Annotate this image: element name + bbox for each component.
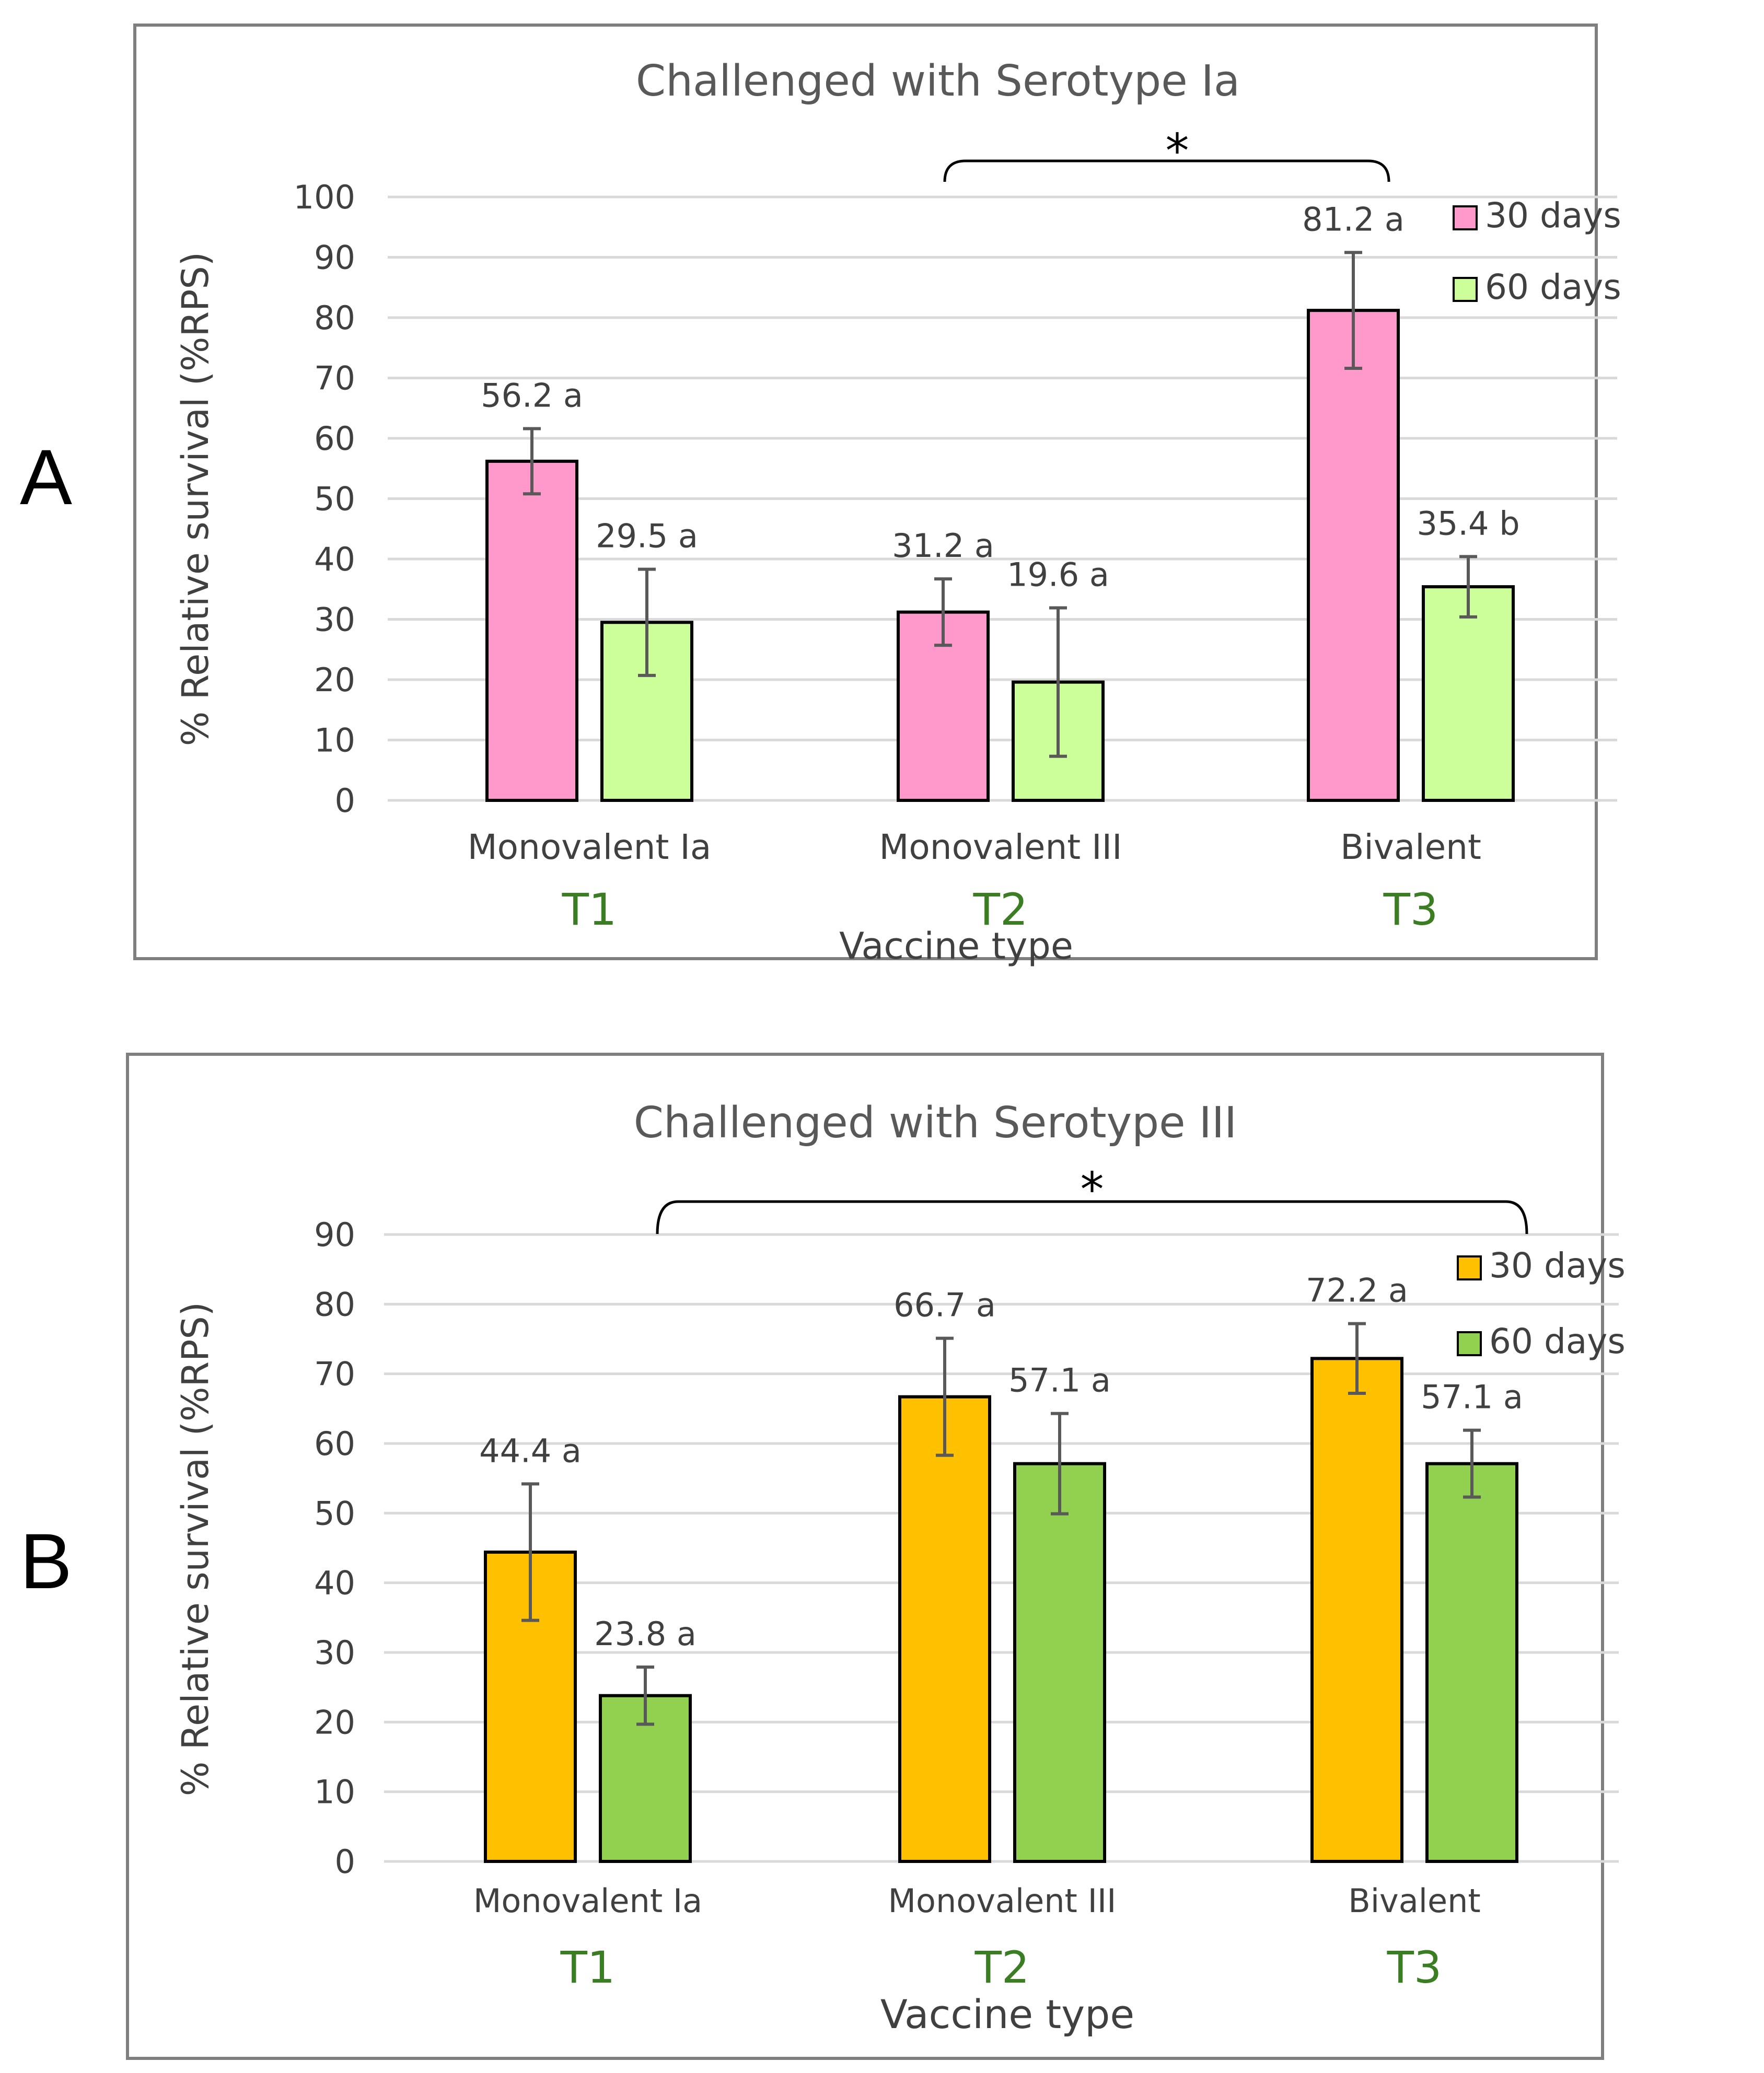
error-bar — [1051, 1412, 1069, 1516]
legend-label: 30 days — [1489, 1245, 1626, 1286]
category-label: Bivalent — [1348, 1882, 1480, 1920]
error-bar — [1344, 251, 1362, 370]
y-tick-label: 60 — [314, 420, 355, 458]
y-tick-label: 100 — [294, 178, 355, 216]
y-tick-label: 60 — [314, 1425, 355, 1463]
y-tick-label: 30 — [314, 1634, 355, 1672]
bar-60days-t2 — [1013, 1462, 1106, 1864]
y-axis-label: % Relative survival (%RPS) — [174, 252, 217, 746]
group-label: T2 — [973, 884, 1028, 935]
significance-star: * — [1166, 124, 1189, 179]
category-label: Monovalent III — [888, 1882, 1117, 1920]
bar-60days-t3 — [1422, 585, 1515, 802]
data-label: 57.1 a — [1421, 1378, 1523, 1416]
legend-label: 60 days — [1489, 1321, 1626, 1361]
chart-panel-b: B Challenged with Serotype III 0 10 20 30 40 50… — [20, 1053, 1626, 2060]
data-label: 72.2 a — [1306, 1272, 1408, 1310]
legend-label: 60 days — [1485, 267, 1621, 307]
bar-30days-t3 — [1307, 309, 1400, 802]
x-axis-label: Vaccine type — [880, 1991, 1134, 2037]
data-label: 19.6 a — [1007, 556, 1109, 594]
chart-panel-a: A Challenged with Serotype Ia 0 10 20 30 40 50 6… — [20, 24, 1621, 968]
category-label: Bivalent — [1340, 827, 1481, 867]
legend-swatch — [1453, 277, 1478, 302]
group-label: T2 — [974, 1942, 1030, 1993]
legend-label: 30 days — [1485, 195, 1621, 236]
error-bar — [521, 1482, 539, 1622]
data-label: 56.2 a — [481, 377, 583, 415]
bar-30days-t3 — [1310, 1357, 1403, 1863]
y-tick-label: 10 — [314, 1773, 355, 1811]
y-tick-label: 90 — [314, 239, 355, 277]
error-bar — [1459, 555, 1477, 619]
data-label: 81.2 a — [1302, 200, 1405, 238]
error-bar — [934, 577, 952, 647]
data-label: 35.4 b — [1417, 504, 1519, 542]
panel-letter: B — [20, 1517, 72, 1605]
data-label: 31.2 a — [892, 527, 994, 565]
legend-swatch — [1457, 1331, 1482, 1356]
y-tick-label: 50 — [314, 1494, 355, 1532]
data-label: 66.7 a — [893, 1286, 996, 1324]
significance-bracket — [656, 1200, 1528, 1235]
error-bar — [1348, 1322, 1366, 1395]
error-bar — [523, 427, 541, 496]
bar-30days-t1 — [485, 459, 578, 802]
data-label: 29.5 a — [596, 517, 698, 555]
bar-30days-t2 — [898, 1395, 991, 1864]
y-tick-label: 50 — [314, 480, 355, 518]
group-label: T3 — [1383, 884, 1438, 935]
category-label: Monovalent Ia — [468, 827, 712, 867]
group-label: T1 — [562, 884, 617, 935]
error-bar — [638, 567, 656, 677]
error-bar — [636, 1666, 654, 1726]
y-tick-label: 0 — [335, 1843, 355, 1881]
y-tick-label: 80 — [314, 299, 355, 337]
y-tick-label: 0 — [335, 782, 355, 820]
bar-60days-t3 — [1425, 1462, 1518, 1864]
data-label: 44.4 a — [479, 1431, 582, 1470]
y-tick-label: 70 — [314, 359, 355, 398]
y-tick-label: 30 — [314, 601, 355, 639]
panel-letter: A — [20, 433, 72, 521]
y-tick-label: 90 — [314, 1216, 355, 1254]
y-tick-label: 80 — [314, 1285, 355, 1323]
error-bar — [1463, 1428, 1481, 1499]
significance-star: * — [1081, 1162, 1104, 1217]
chart-title: Challenged with Serotype Ia — [636, 56, 1240, 106]
y-tick-label: 20 — [314, 661, 355, 699]
y-tick-label: 20 — [314, 1703, 355, 1741]
group-label: T3 — [1387, 1942, 1442, 1993]
legend-swatch — [1453, 205, 1478, 230]
error-bar — [936, 1336, 954, 1457]
y-tick-label: 40 — [314, 1564, 355, 1602]
category-label: Monovalent Ia — [473, 1882, 702, 1920]
y-tick-label: 70 — [314, 1355, 355, 1393]
group-label: T1 — [560, 1942, 616, 1993]
y-axis-label: % Relative survival (%RPS) — [174, 1302, 217, 1796]
data-label: 23.8 a — [594, 1615, 697, 1653]
y-tick-label: 40 — [314, 540, 355, 578]
chart-title: Challenged with Serotype III — [634, 1098, 1237, 1148]
x-axis-label: Vaccine type — [839, 925, 1073, 968]
data-label: 57.1 a — [1008, 1361, 1111, 1400]
y-tick-label: 10 — [314, 721, 355, 760]
legend-swatch — [1457, 1255, 1482, 1280]
category-label: Monovalent III — [879, 827, 1122, 867]
error-bar — [1049, 606, 1067, 758]
significance-bracket — [943, 159, 1390, 182]
